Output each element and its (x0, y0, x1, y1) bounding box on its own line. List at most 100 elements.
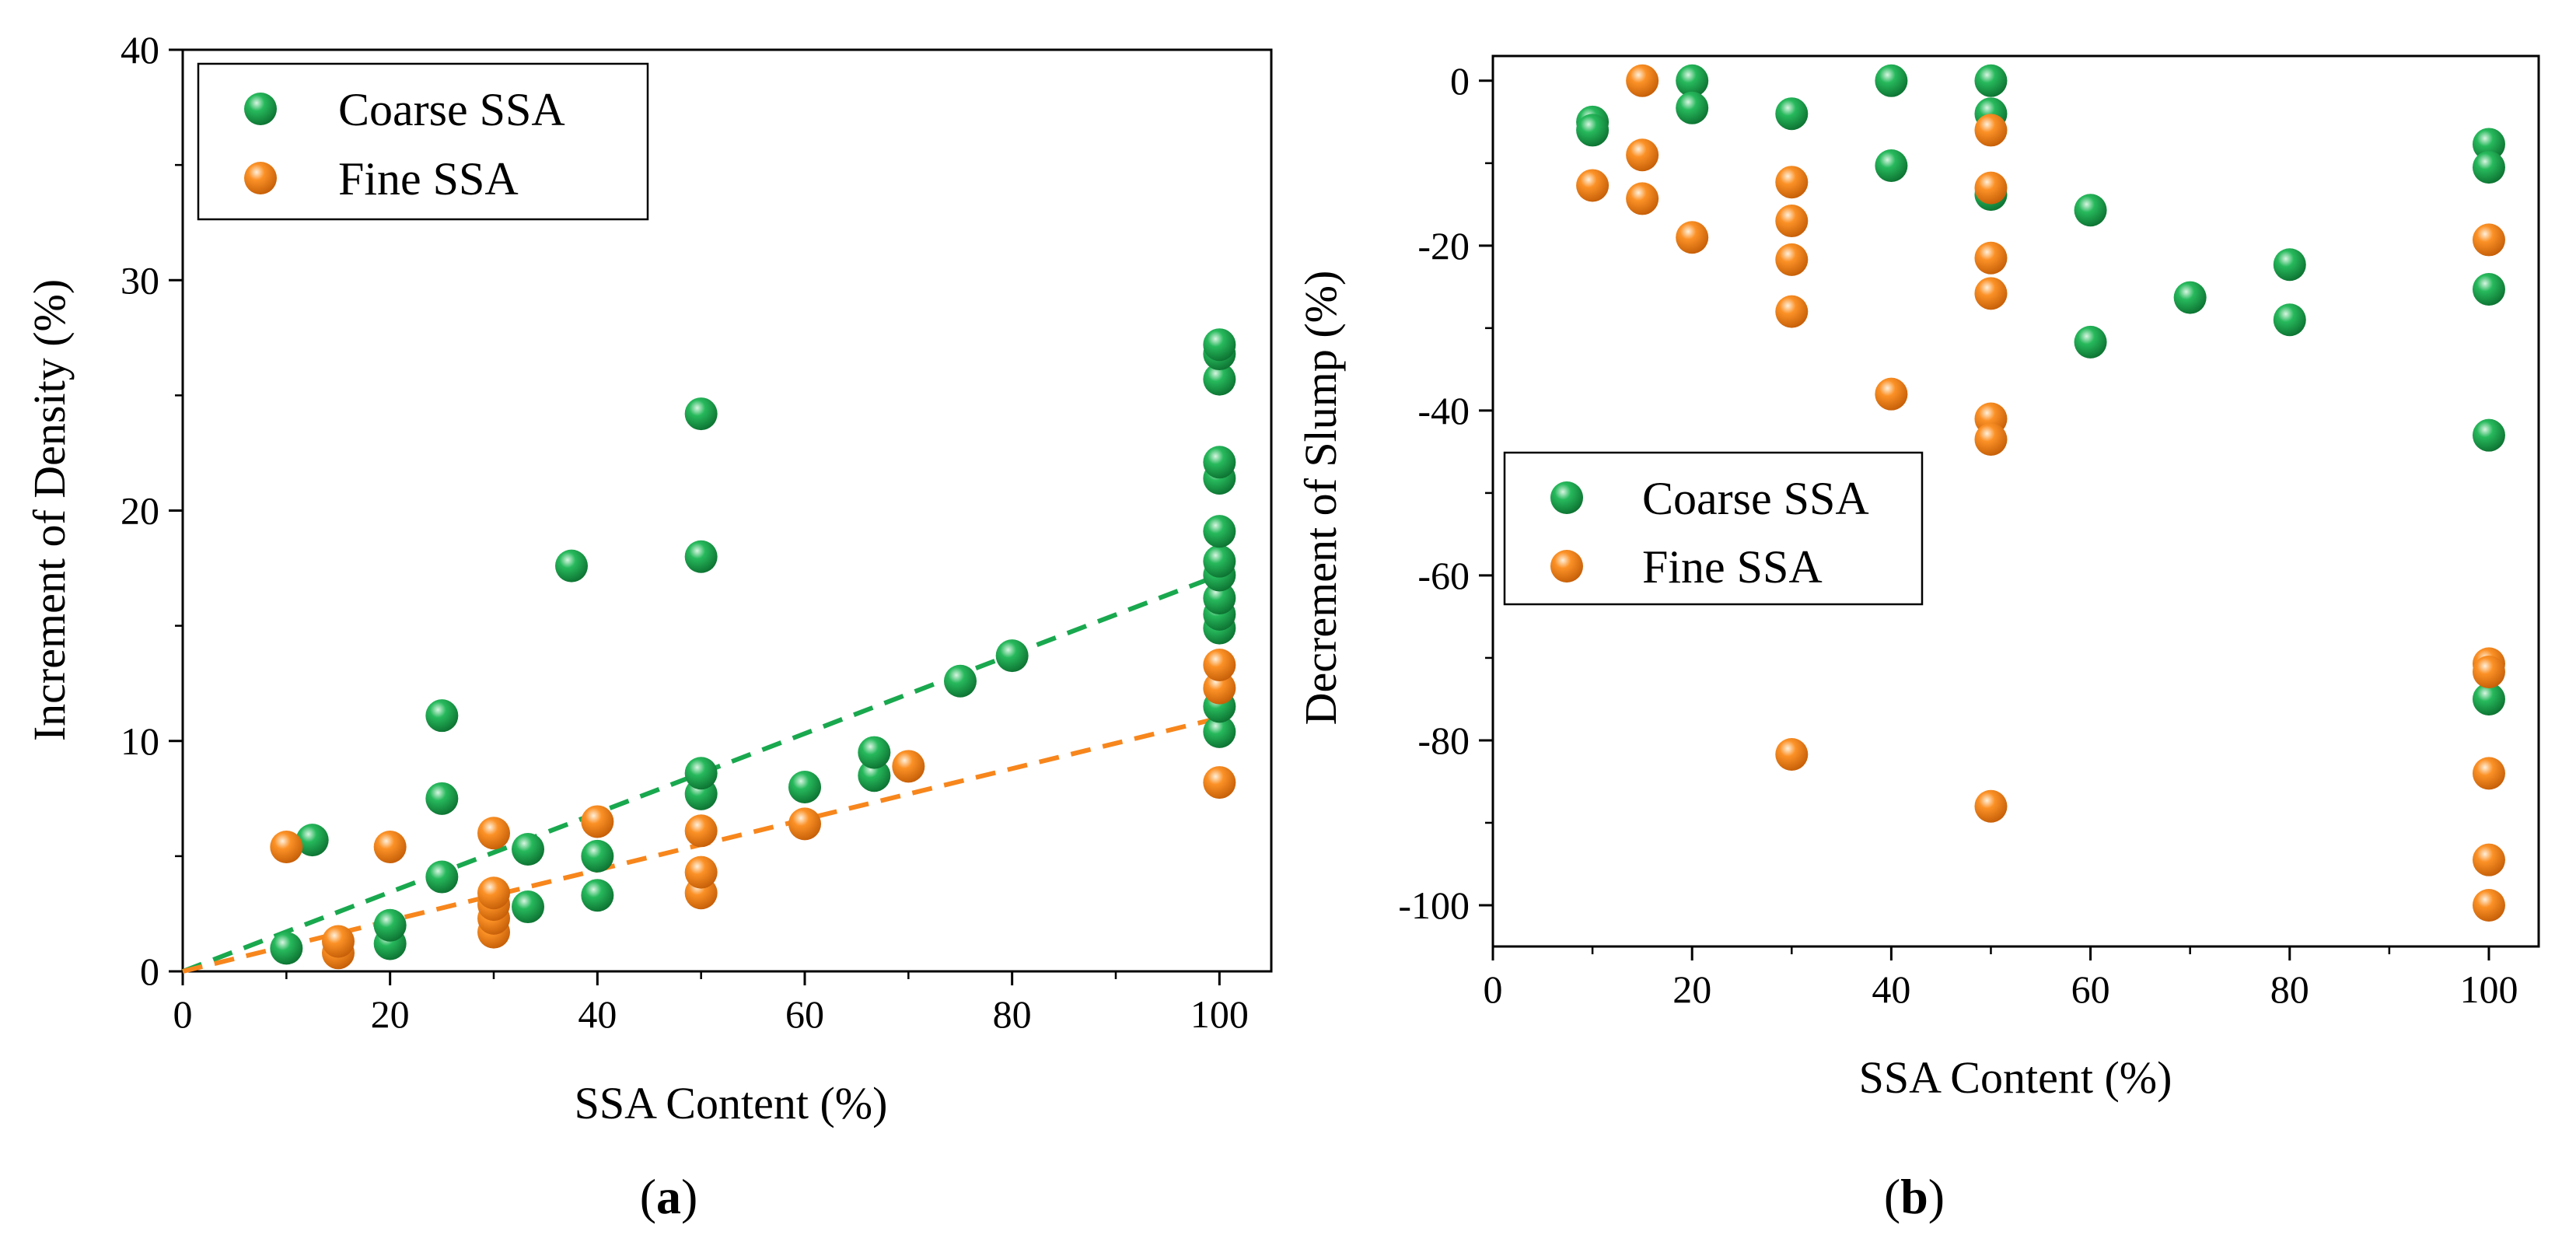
fine-point (2472, 843, 2505, 876)
density-x-axis-label: SSA Content (%) (575, 1078, 888, 1128)
density-legend: Coarse SSA Fine SSA (197, 62, 649, 221)
coarse-point (1775, 97, 1809, 131)
slump-y-tick-label: -20 (1417, 224, 1470, 268)
coarse-point (1676, 91, 1709, 124)
fine-point (270, 831, 303, 864)
coarse-point (1203, 362, 1236, 396)
coarse-point (270, 932, 303, 965)
legend-coarse-marker (244, 93, 277, 125)
coarse-point (2472, 682, 2505, 715)
fine-point (1203, 671, 1236, 705)
coarse-point (373, 908, 407, 942)
slump-y-tick-label: -100 (1398, 883, 1470, 927)
coarse-point (581, 839, 614, 873)
fine-point (684, 855, 718, 889)
coarse-point (295, 824, 329, 857)
coarse-point (425, 782, 459, 815)
density-y-tick-label: 20 (121, 489, 159, 533)
coarse-point (2273, 303, 2306, 337)
coarse-point (1203, 544, 1236, 578)
legend-fine-marker (1550, 550, 1583, 583)
slump-chart: 0 20 40 60 80 100 0 -20 -40 -60 -80 -100 Coarse SSA… (1295, 54, 2540, 1224)
fine-point (1775, 243, 1809, 276)
density-x-tick-label: 80 (993, 992, 1032, 1036)
coarse-point (2472, 151, 2505, 184)
slump-x-tick-label: 80 (2270, 967, 2309, 1011)
coarse-point (684, 540, 718, 573)
density-legend-box (197, 62, 649, 221)
density-x-tick-label: 40 (578, 992, 617, 1036)
coarse-point (995, 639, 1029, 673)
slump-y-tick-label: 0 (1450, 59, 1470, 103)
fine-point (684, 814, 718, 848)
coarse-point (1875, 64, 1908, 97)
fine-point (1775, 205, 1809, 238)
density-x-tick-label: 100 (1190, 992, 1249, 1036)
slump-x-tick-label: 60 (2071, 967, 2110, 1011)
coarse-point (788, 771, 821, 803)
fine-point (788, 807, 821, 841)
fine-point (2472, 757, 2505, 790)
fine-point (1576, 169, 1610, 202)
density-chart: 0 20 40 60 80 100 0 10 20 30 40 Coarse SSA Fine SS… (24, 28, 1273, 1224)
legend-coarse-marker (1550, 481, 1583, 514)
coarse-point (2472, 273, 2505, 306)
coarse-point (1203, 328, 1236, 362)
panel-a-letter: a (656, 1169, 681, 1224)
slump-y-tick-label: -60 (1417, 554, 1470, 597)
slump-x-tick-label: 40 (1872, 967, 1910, 1011)
fine-point (1974, 789, 2008, 823)
fine-point (2472, 888, 2505, 922)
fine-point (322, 925, 355, 958)
fine-point (1626, 138, 1659, 172)
coarse-point (1203, 515, 1236, 548)
coarse-point (1974, 64, 2008, 97)
density-axes: 0 20 40 60 80 100 0 10 20 30 40 (121, 28, 1249, 1036)
slump-y-tick-label: -40 (1417, 389, 1470, 432)
slump-points (1576, 64, 2505, 922)
fine-point (477, 876, 510, 910)
fine-point (2472, 655, 2505, 688)
fine-point (1974, 277, 2008, 310)
density-y-tick-label: 30 (121, 258, 159, 302)
coarse-point (512, 832, 544, 866)
coarse-point (2074, 194, 2107, 227)
coarse-point (2472, 128, 2505, 161)
fine-point (1203, 766, 1236, 799)
slump-x-axis-label: SSA Content (%) (1859, 1052, 2172, 1103)
fine-point (581, 805, 614, 838)
density-y-tick-label: 0 (140, 950, 159, 993)
coarse-point (684, 397, 718, 431)
fine-point (1775, 166, 1809, 199)
legend-coarse-label: Coarse SSA (1642, 473, 1869, 524)
coarse-point (1203, 582, 1236, 615)
coarse-trend-line (181, 572, 1221, 974)
density-x-tick-label: 0 (173, 992, 193, 1036)
fine-point (2472, 223, 2505, 257)
fine-point (1775, 295, 1809, 328)
fine-point (1203, 648, 1236, 681)
fine-point (1626, 64, 1659, 97)
fine-point (1775, 737, 1809, 771)
density-y-axis-label: Increment of Density (%) (24, 279, 75, 741)
legend-fine-label: Fine SSA (338, 153, 519, 205)
fine-point (1974, 114, 2008, 147)
density-x-tick-label: 20 (371, 992, 410, 1036)
fine-point (1974, 422, 2008, 456)
slump-y-tick-label: -80 (1417, 719, 1470, 762)
fine-point (892, 750, 925, 783)
density-x-tick-label: 60 (785, 992, 824, 1036)
fine-point (1676, 221, 1709, 254)
coarse-point (555, 549, 588, 583)
slump-x-tick-label: 20 (1672, 967, 1711, 1011)
density-points (270, 328, 1236, 970)
legend-coarse-label: Coarse SSA (338, 84, 565, 135)
coarse-point (1576, 114, 1610, 147)
slump-axes: 0 20 40 60 80 100 0 -20 -40 -60 -80 -100 (1398, 59, 2518, 1011)
coarse-point (858, 736, 891, 769)
slump-legend: Coarse SSA Fine SSA (1503, 451, 1924, 606)
coarse-point (2472, 418, 2505, 452)
coarse-point (858, 759, 891, 792)
density-y-tick-label: 10 (121, 719, 159, 763)
